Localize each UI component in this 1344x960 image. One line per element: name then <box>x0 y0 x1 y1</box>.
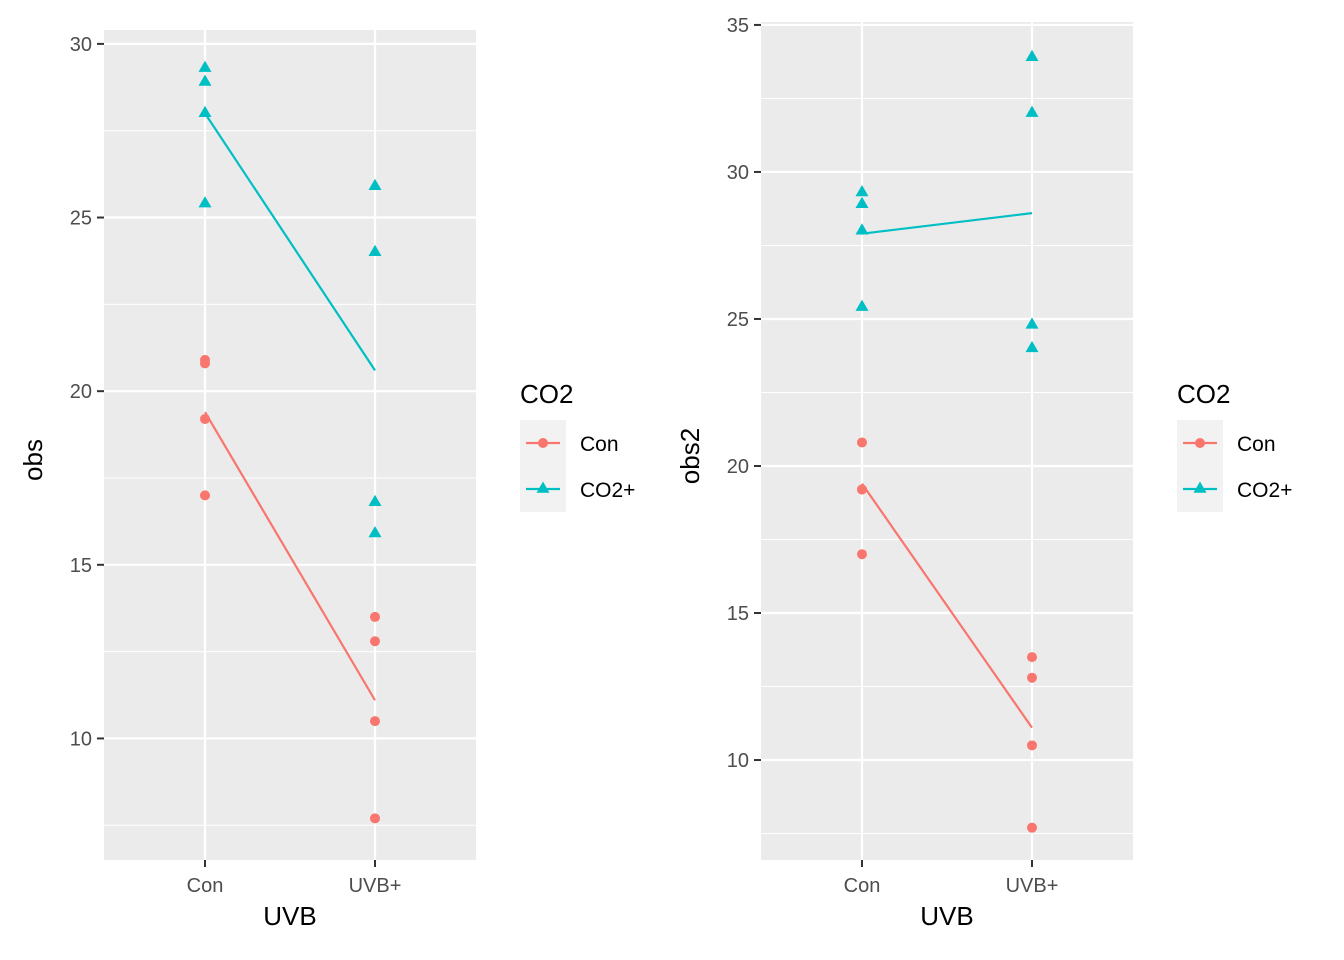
y-tick-label: 35 <box>727 15 749 37</box>
legend-label: Con <box>580 433 619 456</box>
x-tick-label: UVB+ <box>1006 875 1059 897</box>
data-point-con <box>1027 672 1037 683</box>
y-tick-label: 20 <box>727 456 749 478</box>
data-point-co2plus <box>198 60 212 72</box>
y-tick-label: 30 <box>70 34 92 56</box>
legend-label: CO2+ <box>580 479 635 502</box>
data-point-con <box>1027 652 1037 663</box>
series-line-con <box>204 411 376 701</box>
series-line-co2plus <box>861 212 1033 235</box>
data-point-co2plus <box>368 178 382 190</box>
data-point-con <box>857 549 867 560</box>
data-point-con <box>200 354 210 365</box>
legend-title: CO2 <box>1177 379 1230 409</box>
x-tick-label: UVB+ <box>349 875 402 897</box>
y-tick-label: 15 <box>727 603 749 625</box>
data-point-con <box>1027 822 1037 833</box>
data-point-co2plus <box>855 223 869 235</box>
y-tick-label: 25 <box>70 208 92 230</box>
legend-label: Con <box>1237 433 1276 456</box>
y-tick-label: 10 <box>70 728 92 750</box>
x-axis-title: UVB <box>263 901 316 931</box>
data-point-con <box>1027 740 1037 751</box>
series-line-co2plus <box>204 112 376 371</box>
legend-key-point-co2plus <box>1193 481 1207 493</box>
data-point-co2plus <box>368 244 382 256</box>
y-tick-label: 25 <box>727 309 749 331</box>
data-point-co2plus <box>368 494 382 507</box>
data-point-con <box>370 611 380 622</box>
data-point-con <box>370 636 380 647</box>
plot-panel <box>104 30 476 860</box>
plot-panel <box>761 22 1133 860</box>
y-tick-label: 20 <box>70 381 92 403</box>
legend-title: CO2 <box>520 379 573 409</box>
y-tick-label: 30 <box>727 162 749 184</box>
data-point-co2plus <box>1025 105 1039 117</box>
data-point-co2plus <box>368 526 382 538</box>
legend-key-background <box>520 420 566 512</box>
chart-panel-1: 10 15 20 25 30 Con UVB+ UVB obs CO2 Con CO2+ <box>18 30 635 931</box>
legend-key-point-co2plus <box>536 481 550 493</box>
legend-key-point-con <box>1195 438 1205 448</box>
data-point-co2plus <box>198 196 212 208</box>
legend: CO2 Con CO2+ <box>520 379 635 512</box>
y-axis-title: obs <box>18 439 48 481</box>
y-tick-label: 15 <box>70 555 92 577</box>
legend: CO2 Con CO2+ <box>1177 379 1292 512</box>
data-point-co2plus <box>855 196 869 209</box>
series-line-con <box>861 483 1033 729</box>
data-point-co2plus <box>198 105 212 118</box>
data-point-co2plus <box>198 74 212 86</box>
data-point-con <box>857 484 867 495</box>
data-point-co2plus <box>855 299 869 311</box>
data-point-con <box>370 813 380 824</box>
data-point-con <box>370 716 380 727</box>
x-axis-title: UVB <box>920 901 973 931</box>
data-point-co2plus <box>1025 49 1039 61</box>
data-point-co2plus <box>1025 340 1039 353</box>
legend-key-background <box>1177 420 1223 512</box>
legend-key-point-con <box>538 438 548 448</box>
y-tick-label: 10 <box>727 750 749 772</box>
data-point-con <box>200 490 210 501</box>
legend-label: CO2+ <box>1237 479 1292 502</box>
chart-panel-2: 10 15 20 25 30 35 Con UVB+ UVB obs2 CO2 Con CO2+ <box>675 15 1292 931</box>
y-axis-title: obs2 <box>675 428 705 484</box>
data-point-con <box>200 413 210 424</box>
x-tick-label: Con <box>187 875 224 897</box>
data-point-co2plus <box>1025 317 1039 329</box>
x-tick-label: Con <box>844 875 881 897</box>
data-point-con <box>857 437 867 448</box>
data-point-co2plus <box>855 184 869 197</box>
